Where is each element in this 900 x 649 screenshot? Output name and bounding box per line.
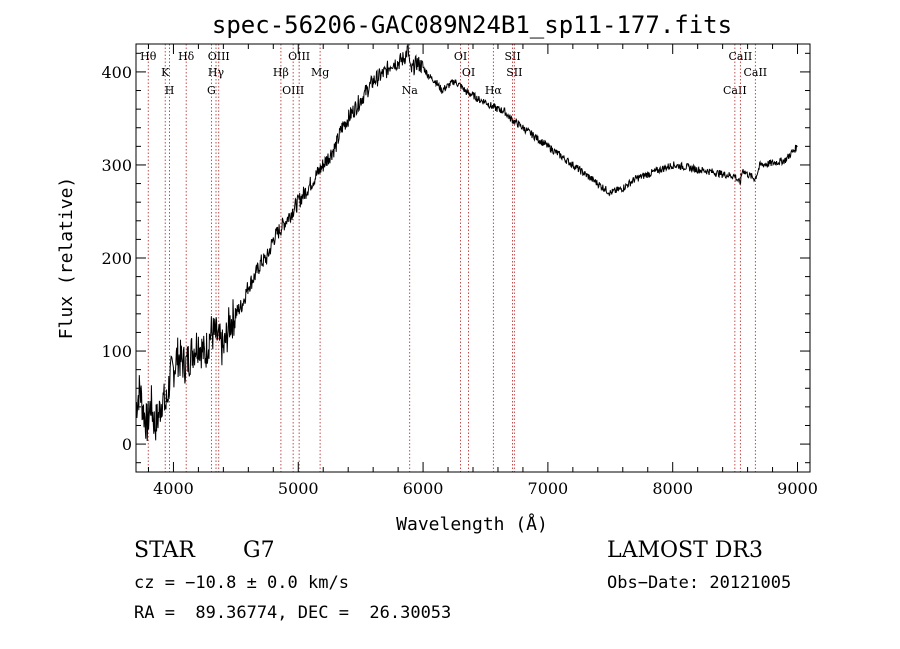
x-axis-label: Wavelength (Å) xyxy=(396,513,548,535)
line-marker-label: Na xyxy=(402,84,419,97)
object-subclass: G7 xyxy=(243,538,275,563)
spectrum-series xyxy=(135,43,798,442)
line-marker-label: G xyxy=(207,84,216,97)
line-marker-label: Hγ xyxy=(208,66,225,79)
spectrum-line xyxy=(135,43,798,442)
axis-ticks: 4000 5000 6000 7000 8000 9000 0 100 200 300 400 xyxy=(101,44,818,498)
x-tick-label: 4000 xyxy=(153,479,194,498)
line-marker-label: CaII xyxy=(723,84,747,97)
line-marker-label: OIII xyxy=(288,50,310,63)
line-marker-label: SII xyxy=(506,66,522,79)
object-class: STAR xyxy=(134,538,195,563)
line-marker-label: Hα xyxy=(485,84,503,97)
y-tick-label: 200 xyxy=(101,249,132,268)
line-marker-label: CaII xyxy=(743,66,767,79)
x-tick-label: 6000 xyxy=(403,479,444,498)
y-tick-label: 100 xyxy=(101,342,132,361)
plot-frame xyxy=(135,43,811,473)
redshift-cz: cz = −10.8 ± 0.0 km/s xyxy=(134,573,349,593)
line-marker-label: OI xyxy=(462,66,475,79)
line-marker-label: K xyxy=(161,66,170,79)
line-marker-label: OIII xyxy=(282,84,304,97)
line-markers: HθKHHδHγGOIIIHβOIIIOIIIMgNaOIOIHαSIISIIC… xyxy=(140,44,767,472)
x-tick-label: 7000 xyxy=(528,479,569,498)
line-marker-label: Hδ xyxy=(178,50,195,63)
y-tick-label: 0 xyxy=(122,435,132,454)
obs-date: Obs−Date: 20121005 xyxy=(607,573,792,593)
y-tick-label: 300 xyxy=(101,156,132,175)
line-marker-label: OIII xyxy=(208,50,230,63)
line-marker-label: SII xyxy=(504,50,520,63)
x-tick-label: 5000 xyxy=(278,479,319,498)
line-marker-label: Mg xyxy=(311,66,329,79)
line-marker-label: Hθ xyxy=(140,50,157,63)
line-marker-label: H xyxy=(165,84,175,97)
line-marker-label: Hβ xyxy=(273,66,289,79)
x-tick-label: 9000 xyxy=(777,479,818,498)
chart-title: spec-56206-GAC089N24B1_sp11-177.fits xyxy=(212,11,732,39)
x-tick-label: 8000 xyxy=(652,479,693,498)
y-tick-label: 400 xyxy=(101,63,132,82)
ra-dec: RA = 89.36774, DEC = 26.30053 xyxy=(134,603,452,623)
line-marker-label: CaII xyxy=(729,50,753,63)
line-marker-label: OI xyxy=(454,50,467,63)
y-axis-label: Flux (relative) xyxy=(56,177,77,340)
survey-name: LAMOST DR3 xyxy=(607,538,763,563)
